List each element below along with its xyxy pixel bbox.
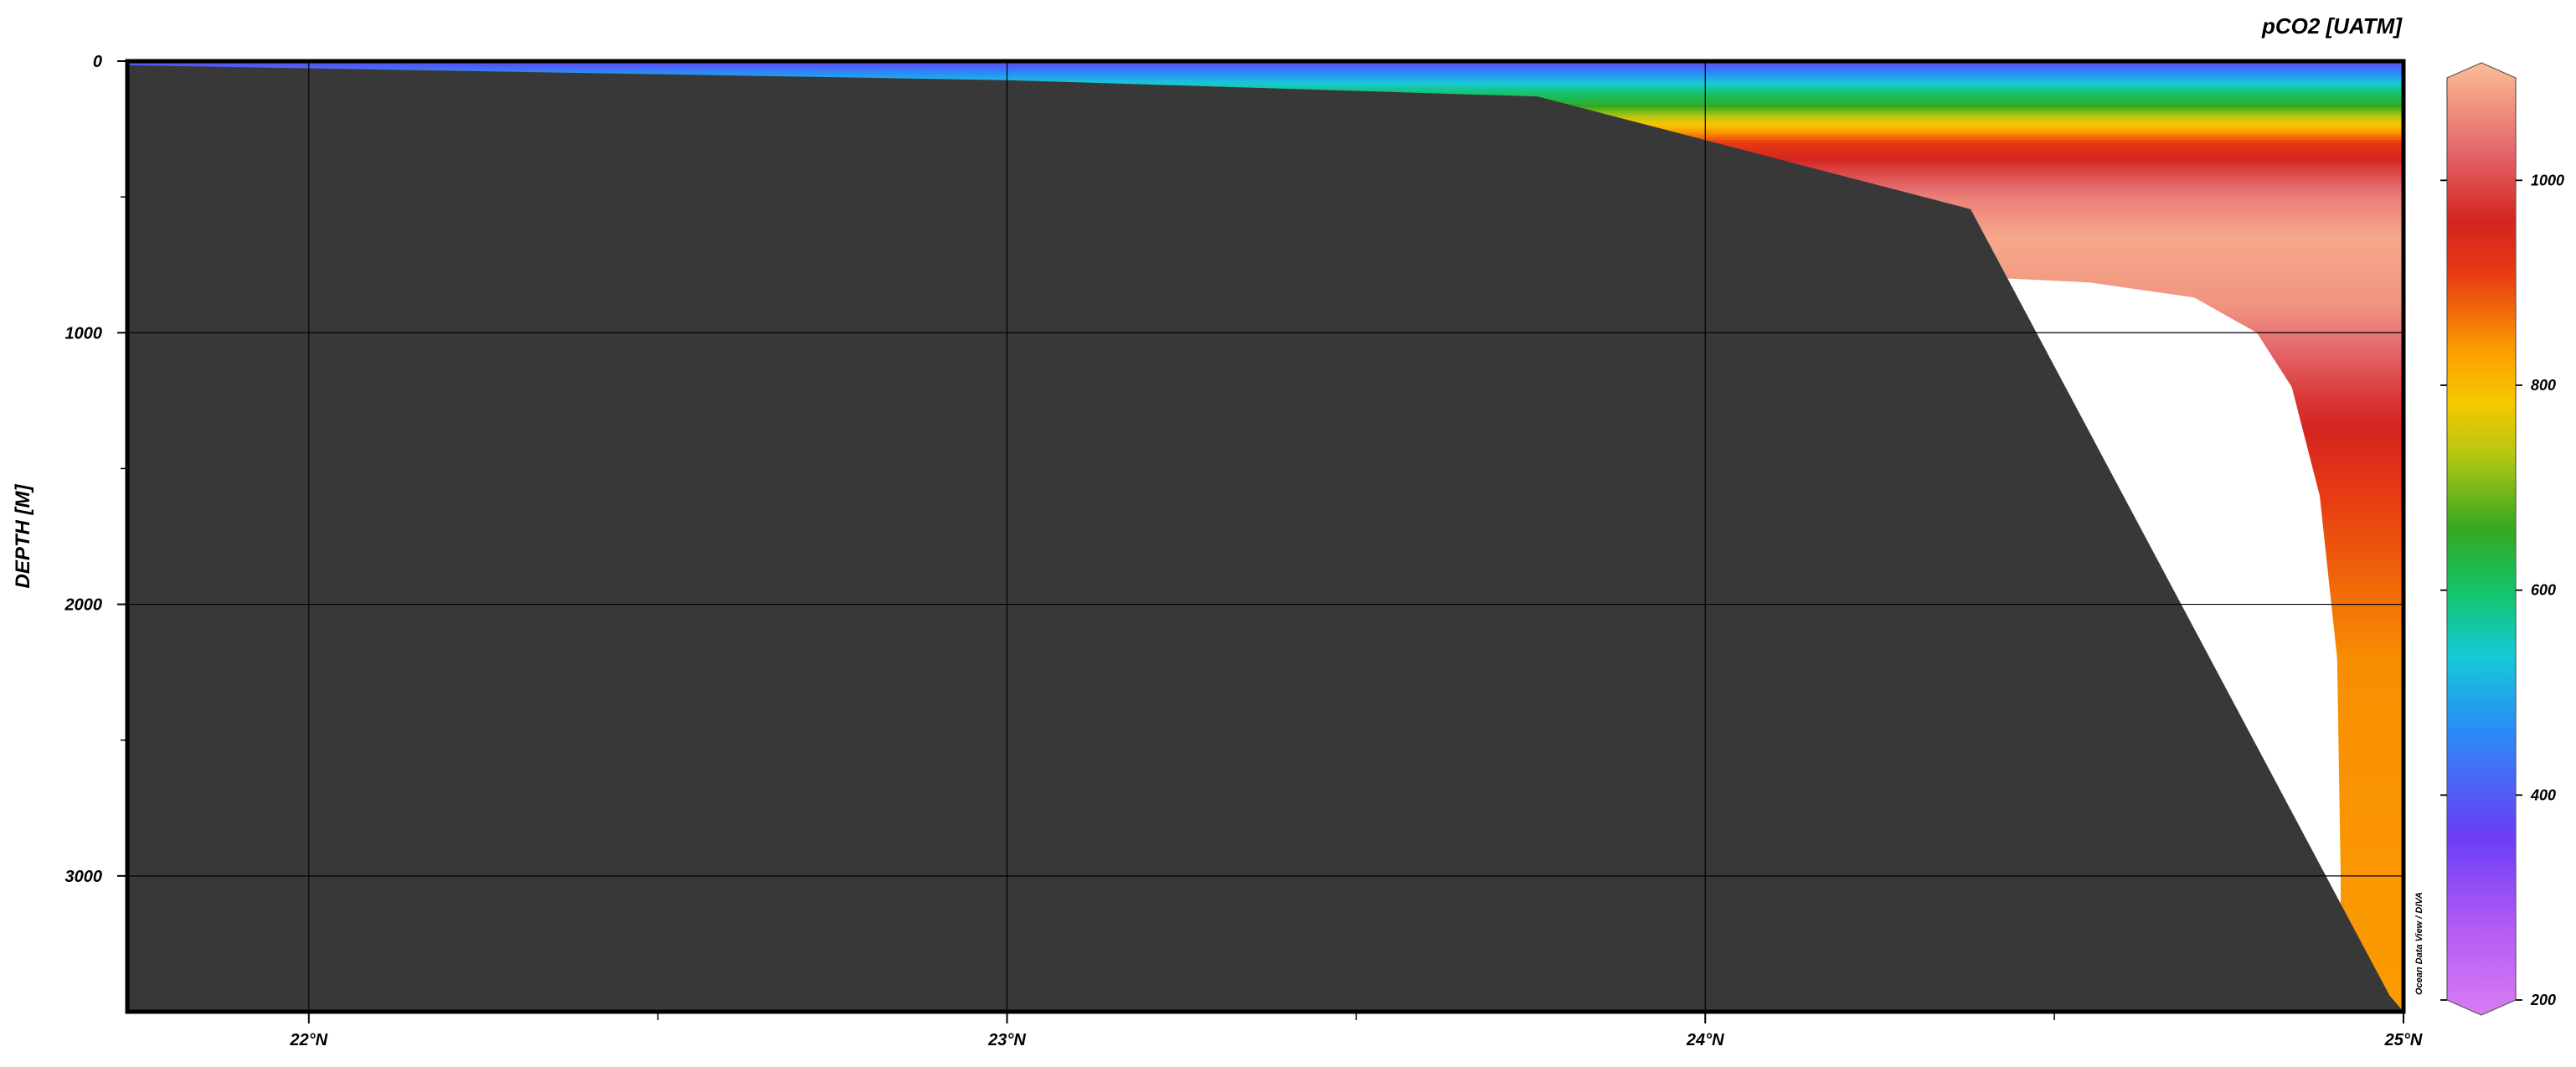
gridlines xyxy=(127,61,2403,1012)
field-band xyxy=(127,75,2403,79)
x-tick-label: 22°N xyxy=(289,1031,327,1049)
colorbar-tick-label: 800 xyxy=(2531,377,2556,394)
y-axis-label: DEPTH [M] xyxy=(12,484,34,589)
y-tick-label: 3000 xyxy=(65,868,103,886)
x-tick-label: 24°N xyxy=(1686,1031,1724,1049)
colorbar-tick-label: 400 xyxy=(2530,786,2556,803)
field-band xyxy=(127,80,2403,84)
plot-frame xyxy=(125,59,2406,1014)
x-tick-label: 23°N xyxy=(987,1031,1026,1049)
field-band xyxy=(127,64,2403,68)
field-band xyxy=(127,85,2403,90)
seafloor-bathymetry xyxy=(127,64,2403,1012)
colorbar: 200 400 600 800 1000 xyxy=(2440,62,2564,1016)
plot-area xyxy=(125,59,2406,1014)
field-band xyxy=(127,66,2403,70)
x-tick-label: 25°N xyxy=(2384,1031,2423,1049)
axes: 22°N 23°N 24°N 25°N 0 1000 2000 3000 xyxy=(64,53,2423,1049)
field-band xyxy=(127,69,2403,73)
y-tick-label: 0 xyxy=(93,53,102,71)
field-band xyxy=(127,77,2403,81)
colorbar-tick-label: 1000 xyxy=(2531,172,2564,188)
field-band xyxy=(127,71,2403,76)
colorbar-tick-label: 600 xyxy=(2531,582,2556,599)
field-band xyxy=(127,82,2403,86)
pco2-field xyxy=(127,61,2403,1012)
colorbar-tick-label: 200 xyxy=(2530,992,2556,1008)
credit-text: Ocean Data View / DIVA xyxy=(2414,892,2424,995)
y-tick-label: 2000 xyxy=(64,596,103,615)
colorbar-title: pCO2 [UATM] xyxy=(2261,13,2403,39)
colorbar-scale xyxy=(2446,62,2517,1016)
y-tick-label: 1000 xyxy=(65,324,103,343)
